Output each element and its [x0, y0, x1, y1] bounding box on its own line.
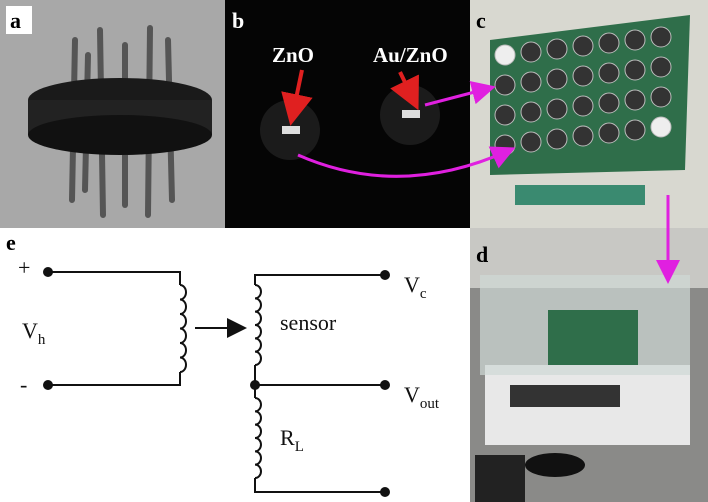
socket [599, 63, 619, 83]
socket [651, 117, 671, 137]
terminal-label: - [20, 372, 27, 397]
wire [255, 275, 385, 492]
resistor-label: RL [280, 425, 304, 455]
panel-label: d [476, 242, 488, 267]
panel-d: d [470, 228, 708, 502]
socket [495, 105, 515, 125]
socket [495, 45, 515, 65]
voltage-label: Vh [22, 318, 46, 348]
socket [495, 75, 515, 95]
socket [625, 90, 645, 110]
terminal [43, 267, 53, 277]
annotation: Au/ZnO [373, 43, 448, 67]
socket [625, 60, 645, 80]
socket [599, 123, 619, 143]
figure: a b ZnO Au/ZnO c d e [0, 0, 708, 502]
socket [651, 27, 671, 47]
socket [651, 87, 671, 107]
socket [599, 33, 619, 53]
panel-c: c [470, 0, 708, 228]
socket [547, 69, 567, 89]
panel-label: c [476, 8, 486, 33]
panel-label: a [10, 8, 21, 33]
socket [521, 102, 541, 122]
terminal [380, 487, 390, 497]
panel-a: a [0, 0, 225, 228]
panel-b: b ZnO Au/ZnO [225, 0, 470, 228]
terminal [43, 380, 53, 390]
panel-e: e + - Vh sensor Vc Vout RL [6, 230, 440, 497]
socket [547, 129, 567, 149]
coil [255, 285, 261, 365]
socket [651, 57, 671, 77]
socket [573, 96, 593, 116]
wire [48, 272, 180, 385]
terminal [380, 380, 390, 390]
socket [521, 42, 541, 62]
voltage-label: Vout [404, 382, 440, 412]
socket [573, 126, 593, 146]
annotation: ZnO [272, 43, 314, 67]
socket [573, 36, 593, 56]
socket [625, 120, 645, 140]
coil [255, 398, 261, 478]
panel-label: e [6, 230, 16, 255]
coil [180, 285, 186, 372]
panel-label: b [232, 8, 244, 33]
terminal [380, 270, 390, 280]
socket [521, 132, 541, 152]
socket [547, 99, 567, 119]
socket [547, 39, 567, 59]
terminal-label: + [18, 255, 30, 280]
socket [521, 72, 541, 92]
voltage-label: Vc [404, 272, 427, 302]
socket [625, 30, 645, 50]
sensor-label: sensor [280, 310, 337, 335]
socket [599, 93, 619, 113]
socket [573, 66, 593, 86]
